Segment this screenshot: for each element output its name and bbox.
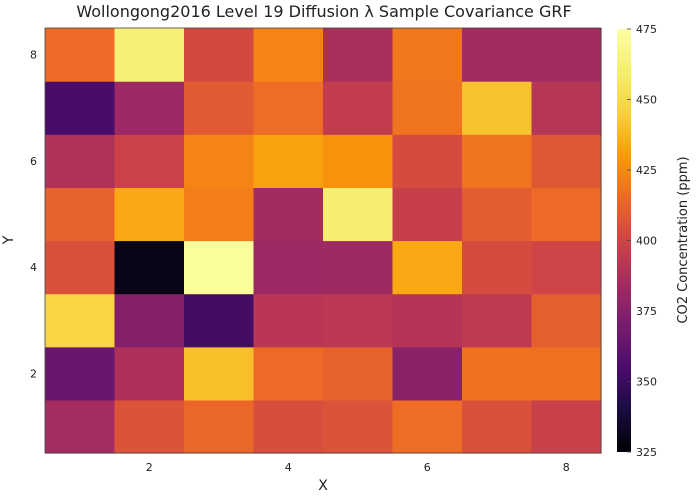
heatmap-cell (184, 134, 255, 188)
heatmap-cell (45, 293, 116, 348)
colorbar (617, 29, 631, 452)
heatmap-cell (392, 346, 463, 401)
heatmap-cell (462, 134, 533, 188)
heatmap-cell (531, 293, 602, 348)
heatmap-cell (462, 187, 533, 242)
heatmap-cell (253, 81, 324, 135)
heatmap-cells (45, 28, 602, 454)
heatmap-cell (392, 240, 463, 295)
heatmap-cell (114, 399, 185, 454)
x-axis-label: X (318, 478, 328, 494)
heatmap-cell (114, 187, 185, 242)
heatmap-cell (184, 399, 255, 454)
plot-frame (44, 27, 602, 454)
heatmap-cell (184, 240, 255, 295)
heatmap-cell (323, 28, 394, 82)
heatmap-cell (323, 399, 394, 454)
heatmap-cell (392, 399, 463, 454)
heatmap-cell (114, 293, 185, 348)
heatmap-cell (253, 293, 324, 348)
heatmap-cell (184, 187, 255, 242)
colorbar-tick-label: 450 (636, 94, 657, 107)
x-tick-label: 4 (285, 461, 292, 474)
colorbar-tick-label: 475 (636, 23, 657, 36)
heatmap-cell (253, 240, 324, 295)
heatmap-cell (45, 399, 116, 454)
colorbar-tick-label: 325 (636, 446, 657, 459)
heatmap-cell (462, 399, 533, 454)
y-tick-label: 4 (30, 261, 37, 274)
colorbar-tick-label: 400 (636, 235, 657, 248)
heatmap-cell (531, 187, 602, 242)
heatmap-cell (184, 28, 255, 82)
heatmap-cell (184, 81, 255, 135)
heatmap-cell (531, 346, 602, 401)
heatmap-cell (323, 346, 394, 401)
heatmap-cell (45, 134, 116, 188)
heatmap-cell (253, 399, 324, 454)
heatmap-cell (184, 293, 255, 348)
heatmap-cell (114, 240, 185, 295)
heatmap-cell (462, 28, 533, 82)
heatmap-cell (253, 187, 324, 242)
heatmap-cell (45, 240, 116, 295)
heatmap-cell (323, 240, 394, 295)
heatmap-cell (323, 293, 394, 348)
heatmap-cell (392, 187, 463, 242)
colorbar-tick-label: 375 (636, 305, 657, 318)
x-tick-label: 2 (146, 461, 153, 474)
heatmap-cell (323, 134, 394, 188)
heatmap-cell (462, 293, 533, 348)
x-axis-ticks: 2 4 6 8 (146, 461, 570, 474)
heatmap-cell (114, 81, 185, 135)
heatmap-cell (323, 81, 394, 135)
heatmap-cell (114, 28, 185, 82)
heatmap-cell (45, 187, 116, 242)
heatmap-cell (392, 293, 463, 348)
y-axis-label: Y (1, 235, 17, 245)
heatmap-cell (253, 28, 324, 82)
heatmap-cell (253, 346, 324, 401)
colorbar-tick-label: 425 (636, 164, 657, 177)
heatmap-cell (45, 346, 116, 401)
heatmap-cell (253, 134, 324, 188)
heatmap-cell (114, 346, 185, 401)
heatmap-cell (462, 81, 533, 135)
heatmap-cell (531, 240, 602, 295)
heatmap-cell (184, 346, 255, 401)
y-tick-label: 6 (30, 155, 37, 168)
colorbar-tick-label: 350 (636, 376, 657, 389)
x-tick-label: 6 (424, 461, 431, 474)
heatmap-cell (462, 346, 533, 401)
colorbar-label: CO2 Concentration (ppm) (676, 156, 691, 323)
y-tick-label: 2 (30, 367, 37, 380)
heatmap-cell (531, 399, 602, 454)
chart-title: Wollongong2016 Level 19 Diffusion λ Samp… (76, 2, 571, 21)
heatmap-cell (45, 81, 116, 135)
heatmap-cell (531, 81, 602, 135)
heatmap-cell (392, 134, 463, 188)
heatmap-cell (392, 28, 463, 82)
heatmap-cell (392, 81, 463, 135)
y-axis-ticks: 2 4 6 8 (30, 49, 37, 381)
heatmap-cell (45, 28, 116, 82)
x-tick-label: 8 (563, 461, 570, 474)
heatmap-cell (462, 240, 533, 295)
heatmap-cell (323, 187, 394, 242)
heatmap-cell (531, 134, 602, 188)
y-tick-label: 8 (30, 49, 37, 62)
heatmap-cell (114, 134, 185, 188)
heatmap-cell (531, 28, 602, 82)
colorbar-ticks: 325 350 375 400 425 450 475 (627, 23, 657, 459)
